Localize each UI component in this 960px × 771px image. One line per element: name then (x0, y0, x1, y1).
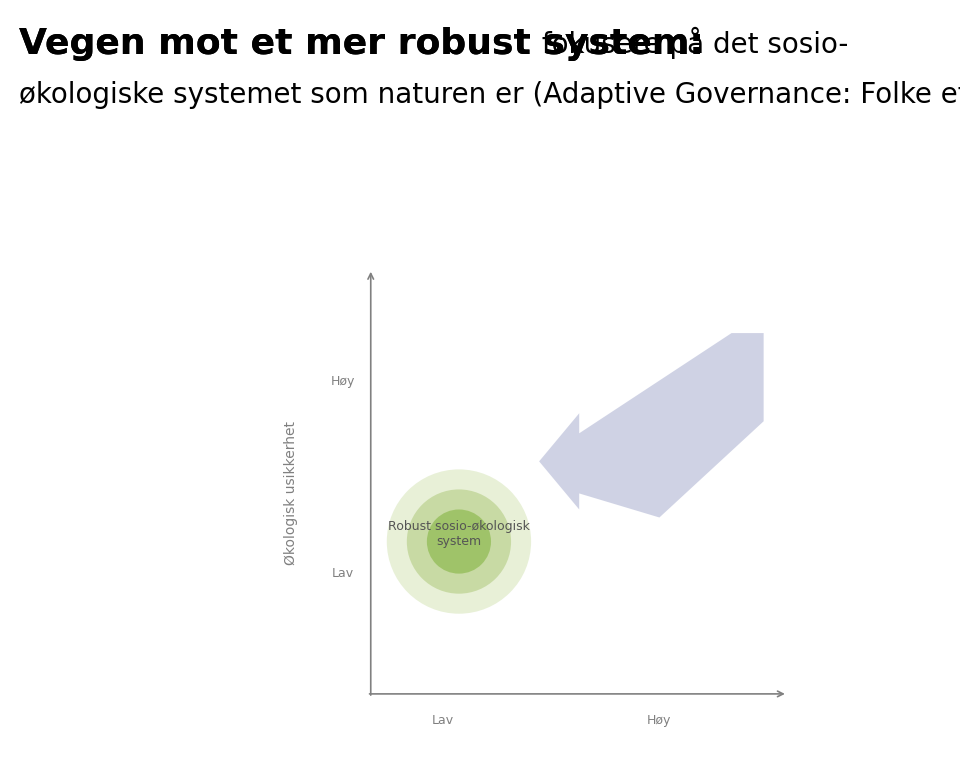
Text: Vegen mot et mer robust system:: Vegen mot et mer robust system: (19, 27, 704, 61)
Text: Robust sosio-økologisk
system: Robust sosio-økologisk system (388, 520, 530, 547)
Text: Lav: Lav (331, 567, 353, 580)
Circle shape (427, 510, 491, 574)
Text: økologiske systemet som naturen er (Adaptive Governance: Folke et al..): økologiske systemet som naturen er (Adap… (19, 81, 960, 109)
Text: fokusere på det sosio-: fokusere på det sosio- (533, 27, 849, 59)
Text: Høy: Høy (647, 714, 672, 727)
Circle shape (387, 470, 531, 614)
Polygon shape (540, 333, 763, 517)
Text: Høy: Høy (330, 375, 355, 388)
Text: Lav: Lav (432, 714, 454, 727)
Circle shape (407, 490, 511, 594)
Text: Økologisk usikkerhet: Økologisk usikkerhet (283, 422, 298, 565)
Text: Vegen mot et mer robust system:: Vegen mot et mer robust system: (19, 27, 704, 61)
